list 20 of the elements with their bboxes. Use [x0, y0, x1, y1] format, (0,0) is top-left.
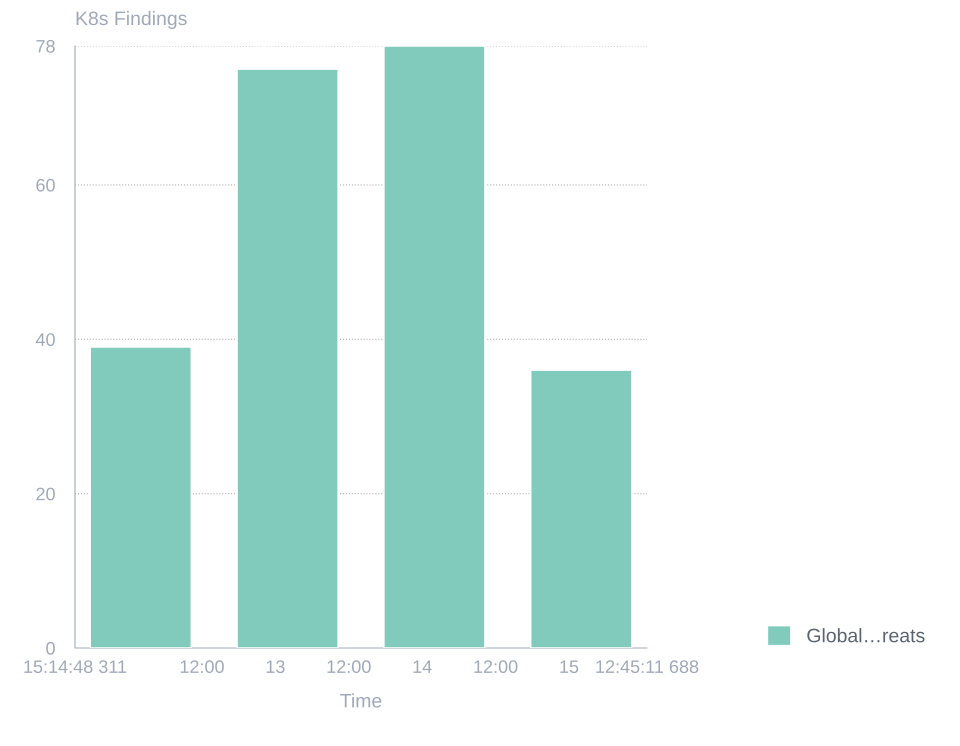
y-tick-label: 60	[36, 178, 55, 192]
x-tick-label: 15	[560, 660, 578, 674]
legend-label: Global…reats	[807, 628, 925, 642]
x-tick-label: 12:00	[474, 660, 518, 674]
bar	[236, 68, 339, 648]
bar	[383, 46, 486, 648]
y-tick-label: 78	[36, 40, 55, 53]
x-tick-label: 15:14:48 311	[24, 660, 126, 674]
x-tick-label: 13	[266, 660, 285, 674]
x-tick-label: 12:00	[180, 660, 224, 674]
y-tick-label: 40	[36, 333, 55, 346]
bar	[530, 369, 632, 648]
bar	[90, 346, 192, 648]
x-tick-label: 12:45:11 688	[596, 660, 698, 674]
x-tick-label: 14	[414, 660, 432, 673]
y-tick-label: 0	[46, 642, 55, 655]
x-axis-title: Time	[340, 693, 382, 708]
x-tick-label: 12:00	[328, 660, 371, 674]
chart-title: K8s Findings	[76, 10, 187, 30]
y-tick-label: 20	[36, 488, 55, 500]
